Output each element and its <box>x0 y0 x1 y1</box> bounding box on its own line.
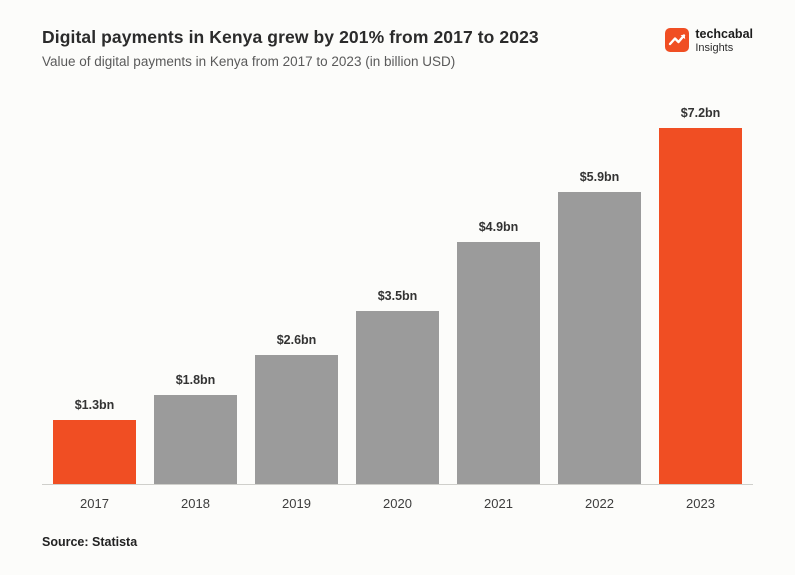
bar-value-label: $1.3bn <box>74 398 115 412</box>
bar-value-label: $5.9bn <box>579 170 620 184</box>
bar-column-2017: $1.3bn <box>53 398 136 484</box>
trend-chart-icon <box>665 28 690 52</box>
x-tick-2023: 2023 <box>686 496 715 511</box>
bar-column-2023: $7.2bn <box>659 106 742 484</box>
x-tick-2020: 2020 <box>383 496 412 511</box>
x-tick-2017: 2017 <box>80 496 109 511</box>
x-tick-2022: 2022 <box>585 496 614 511</box>
bar-value-label: $4.9bn <box>478 220 519 234</box>
bar-2017 <box>53 420 136 484</box>
bar-column-2018: $1.8bn <box>154 373 237 484</box>
bar-value-label: $3.5bn <box>377 289 418 303</box>
source-note: Source: Statista <box>42 535 138 549</box>
title-block: Digital payments in Kenya grew by 201% f… <box>42 26 539 71</box>
bar-value-label: $1.8bn <box>175 373 216 387</box>
bar-column-2021: $4.9bn <box>457 220 540 484</box>
bar-value-label: $2.6bn <box>276 333 317 347</box>
bar-chart: $1.3bn $1.8bn $2.6bn $3.5bn $4.9bn $5.9bn $7.2… <box>42 106 753 511</box>
x-axis-labels: 2017 2018 2019 2020 2021 2022 2023 <box>42 496 753 511</box>
bar-2021 <box>457 242 540 484</box>
bar-2023 <box>659 128 742 484</box>
x-tick-2019: 2019 <box>282 496 311 511</box>
plot-area: $1.3bn $1.8bn $2.6bn $3.5bn $4.9bn $5.9bn $7.2… <box>42 106 753 485</box>
bar-2019 <box>255 355 338 484</box>
bar-column-2019: $2.6bn <box>255 333 338 484</box>
bar-2022 <box>558 192 641 484</box>
brand-tagline: Insights <box>695 41 734 54</box>
x-tick-2018: 2018 <box>181 496 210 511</box>
page-title: Digital payments in Kenya grew by 201% f… <box>42 27 539 47</box>
bar-2020 <box>356 311 439 484</box>
page-subtitle: Value of digital payments in Kenya from … <box>42 54 456 69</box>
brand-name: techcabal <box>695 27 753 41</box>
x-tick-2021: 2021 <box>484 496 513 511</box>
bar-value-label: $7.2bn <box>680 106 721 120</box>
bar-column-2020: $3.5bn <box>356 289 439 484</box>
brand-text: techcabal Insights <box>695 27 753 54</box>
bar-2018 <box>154 395 237 484</box>
brand-logo: techcabal Insights <box>665 27 753 54</box>
bar-column-2022: $5.9bn <box>558 170 641 484</box>
chart-header: Digital payments in Kenya grew by 201% f… <box>42 26 753 71</box>
